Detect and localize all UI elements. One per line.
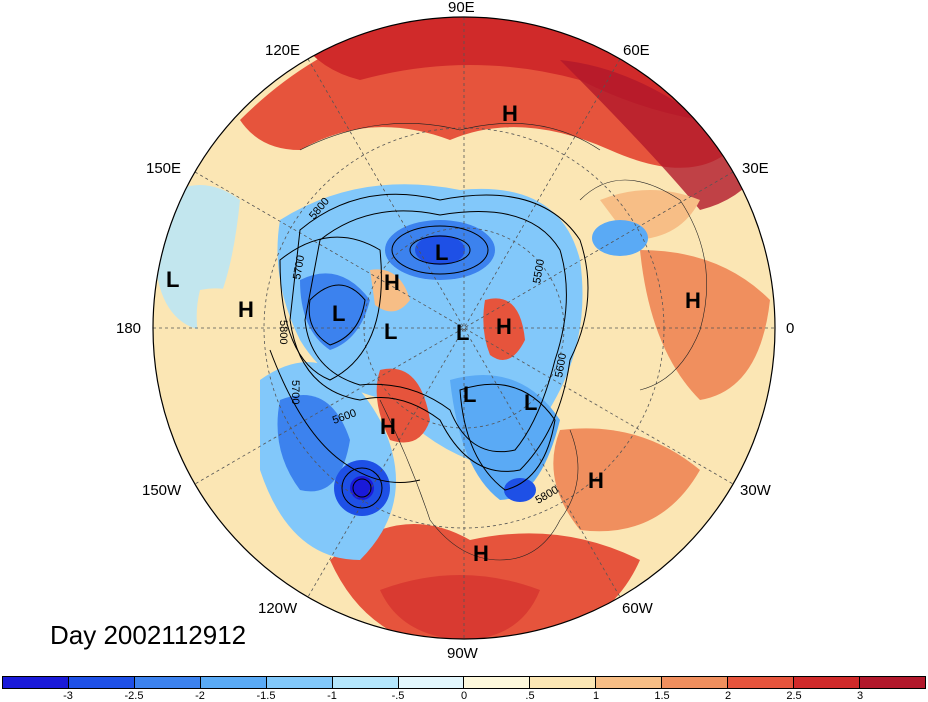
colorbar-segment bbox=[662, 677, 729, 688]
high-marker: H bbox=[380, 414, 396, 439]
contour-label: 5600 bbox=[553, 352, 569, 378]
lon-label-150w: 150W bbox=[142, 482, 182, 499]
colorbar-segment bbox=[68, 677, 135, 688]
high-marker: H bbox=[685, 288, 701, 313]
colorbar-tick-label: .5 bbox=[525, 690, 535, 702]
colorbar-segment bbox=[530, 677, 597, 688]
colorbar-segment bbox=[266, 677, 333, 688]
low-marker: L bbox=[384, 319, 397, 344]
lon-label-60w: 60W bbox=[622, 600, 654, 617]
lon-label-120w: 120W bbox=[258, 600, 298, 617]
high-marker: H bbox=[238, 297, 254, 322]
lon-label-0: 0 bbox=[786, 320, 794, 337]
low-marker: L bbox=[435, 240, 448, 265]
lon-label-90e: 90E bbox=[448, 0, 475, 16]
colorbar-tick-label: 1 bbox=[592, 690, 600, 702]
colorbar-segment bbox=[200, 677, 267, 688]
contour-label: 5700 bbox=[291, 254, 307, 280]
colorbar-tick-label: -.5 bbox=[391, 690, 405, 702]
map-boundary bbox=[152, 16, 776, 640]
low-marker: L bbox=[332, 301, 345, 326]
colorbar-segment bbox=[728, 677, 795, 688]
colorbar-segment bbox=[794, 677, 860, 688]
colorbar-tick-label: 2 bbox=[724, 690, 732, 702]
low-marker: L bbox=[456, 320, 469, 345]
lon-label-90w: 90W bbox=[447, 645, 479, 662]
high-marker: H bbox=[384, 270, 400, 295]
colorbar-segment bbox=[332, 677, 399, 688]
lon-label-30e: 30E bbox=[742, 160, 769, 177]
low-marker: L bbox=[463, 382, 476, 407]
height-contours bbox=[269, 193, 589, 509]
low-marker: L bbox=[524, 390, 537, 415]
high-marker: H bbox=[588, 468, 604, 493]
colorbar-segment bbox=[596, 677, 663, 688]
colorbar-tick-label: -2 bbox=[195, 690, 205, 702]
contour-label: 5500 bbox=[531, 258, 547, 284]
colorbar-tick-label: -3 bbox=[63, 690, 73, 702]
colorbar-segment bbox=[859, 677, 925, 688]
colorbar-segment bbox=[398, 677, 465, 688]
colorbar-tick-label: 0 bbox=[460, 690, 468, 702]
lon-label-150e: 150E bbox=[146, 160, 181, 177]
lon-label-180: 180 bbox=[116, 320, 141, 337]
colorbar-tick-label: -1 bbox=[327, 690, 337, 702]
lon-label-30w: 30W bbox=[740, 482, 772, 499]
high-marker: H bbox=[473, 541, 489, 566]
low-marker: L bbox=[166, 267, 179, 292]
contour-label: 5700 bbox=[289, 380, 301, 404]
colorbar bbox=[2, 676, 926, 689]
high-marker: H bbox=[502, 101, 518, 126]
colorbar-tick-label: 1.5 bbox=[654, 690, 670, 702]
colorbar-tick-labels: -3 -2.5 -2 -1.5 -1 -.5 0 .5 1 1.5 2 2.5 3 bbox=[0, 690, 928, 702]
colorbar-tick-label: -2.5 bbox=[124, 690, 144, 702]
colorbar-segment bbox=[134, 677, 201, 688]
coastlines bbox=[299, 123, 707, 561]
colorbar-segment bbox=[464, 677, 531, 688]
high-marker: H bbox=[496, 314, 512, 339]
date-title: Day 2002112912 bbox=[50, 620, 247, 650]
colorbar-segment bbox=[3, 677, 69, 688]
colorbar-tick-label: -1.5 bbox=[256, 690, 276, 702]
contour-label: 5800 bbox=[277, 320, 289, 344]
lon-label-120e: 120E bbox=[265, 42, 300, 59]
colorbar-tick-label: 2.5 bbox=[786, 690, 802, 702]
lon-label-60e: 60E bbox=[623, 42, 650, 59]
longitude-labels: 90E 60E 30E 0 30W 60W 90W 120W 150W 180 … bbox=[116, 0, 794, 662]
colorbar-tick-label: 3 bbox=[856, 690, 864, 702]
pressure-centers: H L H L H L L L H L L H H H H bbox=[166, 101, 701, 566]
